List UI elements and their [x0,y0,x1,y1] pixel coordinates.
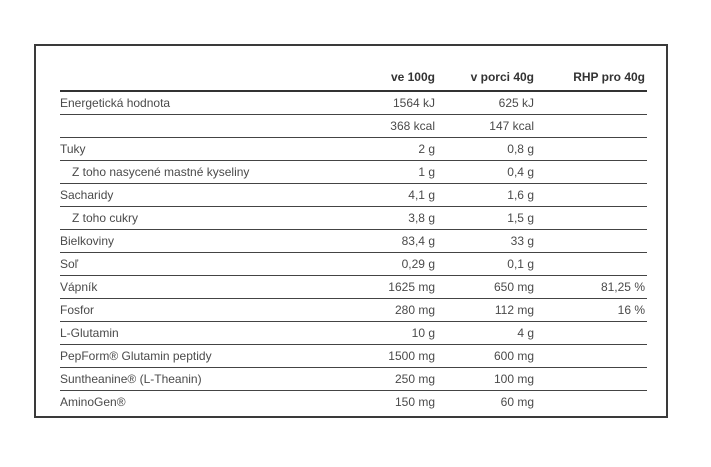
table-row: Suntheanine® (L-Theanin) 250 mg 100 mg [60,367,647,391]
row-value-per-100g: 1564 kJ [330,91,437,115]
row-value-rhp: 81,25 % [536,275,647,299]
row-value-rhp [536,321,647,345]
table-row: Z toho cukry 3,8 g 1,5 g [60,206,647,230]
row-value-rhp [536,367,647,391]
row-value-per-100g: 1 g [330,160,437,184]
nutrition-table-frame: ve 100g v porci 40g RHP pro 40g Energeti… [34,44,668,418]
row-label: Tuky [60,137,330,161]
row-label: Energetická hodnota [60,91,330,115]
row-value-rhp [536,206,647,230]
table-row: Fosfor 280 mg 112 mg 16 % [60,298,647,322]
row-value-per-portion: 33 g [437,229,536,253]
row-value-per-100g: 0,29 g [330,252,437,276]
row-value-per-portion: 4 g [437,321,536,345]
row-value-per-portion: 112 mg [437,298,536,322]
row-value-per-portion: 60 mg [500,395,534,409]
row-value-rhp [536,137,647,161]
row-label: Soľ [60,252,330,276]
row-label: L-Glutamin [60,321,330,345]
row-value-per-100g: 83,4 g [330,229,437,253]
row-value-per-100g: 1625 mg [330,275,437,299]
row-value-per-100g: 4,1 g [330,183,437,207]
row-label: Bielkoviny [60,229,330,253]
table-row: AminoGen® 150 mg 60 mg [60,391,647,414]
row-value-per-portion: 100 mg [437,367,536,391]
row-value-per-100g: 10 g [330,321,437,345]
row-label [60,114,330,138]
row-value-per-portion: 0,1 g [437,252,536,276]
row-value-rhp [536,252,647,276]
row-value-per-100g: 368 kcal [330,114,437,138]
row-value-per-100g: 250 mg [330,367,437,391]
row-value-per-portion: 0,4 g [437,160,536,184]
row-value-per-portion: 147 kcal [437,114,536,138]
row-value-per-100g: 150 mg [394,395,435,409]
table-row: Soľ 0,29 g 0,1 g [60,252,647,276]
table-row: Bielkoviny 83,4 g 33 g [60,229,647,253]
row-label: PepForm® Glutamin peptidy [60,344,330,368]
table-row: Tuky 2 g 0,8 g [60,137,647,161]
row-value-rhp [536,91,647,115]
row-value-rhp [536,229,647,253]
table-header-row: ve 100g v porci 40g RHP pro 40g [60,64,647,92]
row-label: Z toho cukry [60,206,330,230]
row-value-rhp [536,183,647,207]
row-label: Sacharidy [60,183,330,207]
row-label: Z toho nasycené mastné kyseliny [60,160,330,184]
row-value-per-100g: 2 g [330,137,437,161]
row-value-per-100g: 280 mg [330,298,437,322]
row-value-per-portion: 1,5 g [437,206,536,230]
row-value-rhp [536,344,647,368]
row-value-rhp: 16 % [536,298,647,322]
row-value-per-portion: 1,6 g [437,183,536,207]
row-value-per-portion: 650 mg [437,275,536,299]
row-value-rhp [536,391,647,414]
row-value-per-portion: 0,8 g [437,137,536,161]
row-value-per-portion: 600 mg [437,344,536,368]
table-row: Z toho nasycené mastné kyseliny 1 g 0,4 g [60,160,647,184]
header-per-100g: ve 100g [330,64,437,92]
header-per-portion: v porci 40g [437,64,536,92]
table-row: Energetická hodnota 1564 kJ 625 kJ [60,91,647,115]
row-value-per-100g: 3,8 g [330,206,437,230]
row-value-per-100g: 1500 mg [330,344,437,368]
row-value-rhp [536,114,647,138]
row-label: Fosfor [60,298,330,322]
row-value-rhp [536,160,647,184]
table-row: Sacharidy 4,1 g 1,6 g [60,183,647,207]
table-row: PepForm® Glutamin peptidy 1500 mg 600 mg [60,344,647,368]
row-label: Vápník [60,275,330,299]
header-label [60,64,330,92]
row-label: AminoGen® [60,395,126,409]
nutrition-table: ve 100g v porci 40g RHP pro 40g Energeti… [60,64,647,413]
table-row: 368 kcal 147 kcal [60,114,647,138]
row-value-per-portion: 625 kJ [437,91,536,115]
header-rhp: RHP pro 40g [536,64,647,92]
row-label: Suntheanine® (L-Theanin) [60,367,330,391]
table-row: Vápník 1625 mg 650 mg 81,25 % [60,275,647,299]
